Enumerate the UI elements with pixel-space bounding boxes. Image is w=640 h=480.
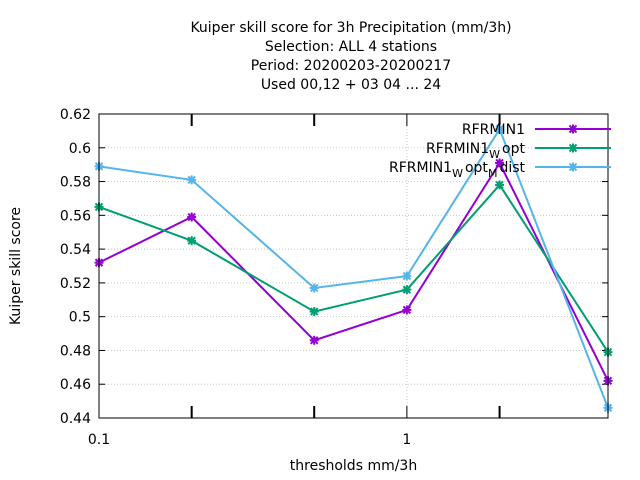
legend-label-part: opt [465, 160, 488, 176]
legend-label-2: RFRMIN1W opt [426, 141, 525, 161]
data-point [402, 285, 412, 295]
y-tick-label: 0.48 [60, 343, 91, 359]
data-point [402, 271, 412, 281]
legend-label-1: RFRMIN1 [462, 122, 525, 138]
axis-ticks: 0.44 0.46 0.48 0.5 0.52 0.54 0.56 0.58 0.6 0.62 0.… [60, 107, 608, 448]
y-tick-label: 0.52 [60, 276, 91, 292]
y-tick-label: 0.5 [69, 310, 91, 326]
data-point [309, 283, 319, 293]
x-tick-label: 1 [402, 432, 411, 448]
series-line-1 [98, 160, 609, 382]
series-lines [94, 124, 613, 413]
legend-label-part: M [488, 167, 498, 180]
title-line-2: Selection: ALL 4 stations [265, 39, 437, 55]
data-point [187, 212, 197, 222]
legend-label-part: RFRMIN1 [389, 160, 452, 176]
y-tick-label: 0.46 [60, 377, 91, 393]
series-line-2 [98, 183, 609, 353]
legend-label-part: RFRMIN1 [426, 141, 489, 157]
title-line-4: Used 00,12 + 03 04 ... 24 [261, 77, 441, 93]
data-point [402, 305, 412, 315]
y-tick-label: 0.44 [60, 411, 91, 427]
legend-label-part: W [452, 167, 463, 180]
y-tick-label: 0.62 [60, 107, 91, 123]
series-line-3 [98, 126, 609, 409]
data-point [495, 158, 505, 168]
chart-title: Kuiper skill score for 3h Precipitation … [190, 20, 511, 93]
data-point [495, 124, 505, 134]
data-point [187, 236, 197, 246]
data-point [187, 175, 197, 185]
x-tick-label: 0.1 [88, 432, 110, 448]
legend-label-part: W [489, 148, 500, 161]
y-tick-label: 0.58 [60, 175, 91, 191]
legend-label-part: RFRMIN1 [462, 122, 525, 138]
legend-label-3: RFRMIN1W optM dist [389, 160, 526, 180]
grid [98, 113, 608, 419]
y-tick-label: 0.6 [69, 141, 91, 157]
data-point [309, 307, 319, 317]
y-tick-label: 0.56 [60, 208, 91, 224]
legend-label-part: opt [502, 141, 525, 157]
y-axis-label: Kuiper skill score [8, 207, 24, 325]
data-point [309, 335, 319, 345]
legend-label-part: dist [499, 160, 525, 176]
y-tick-label: 0.54 [60, 242, 91, 258]
data-point [495, 180, 505, 190]
plot-frame [98, 113, 609, 419]
x-axis-label: thresholds mm/3h [290, 458, 417, 474]
title-line-1: Kuiper skill score for 3h Precipitation … [190, 20, 511, 36]
title-line-3: Period: 20200203-20200217 [251, 58, 451, 74]
